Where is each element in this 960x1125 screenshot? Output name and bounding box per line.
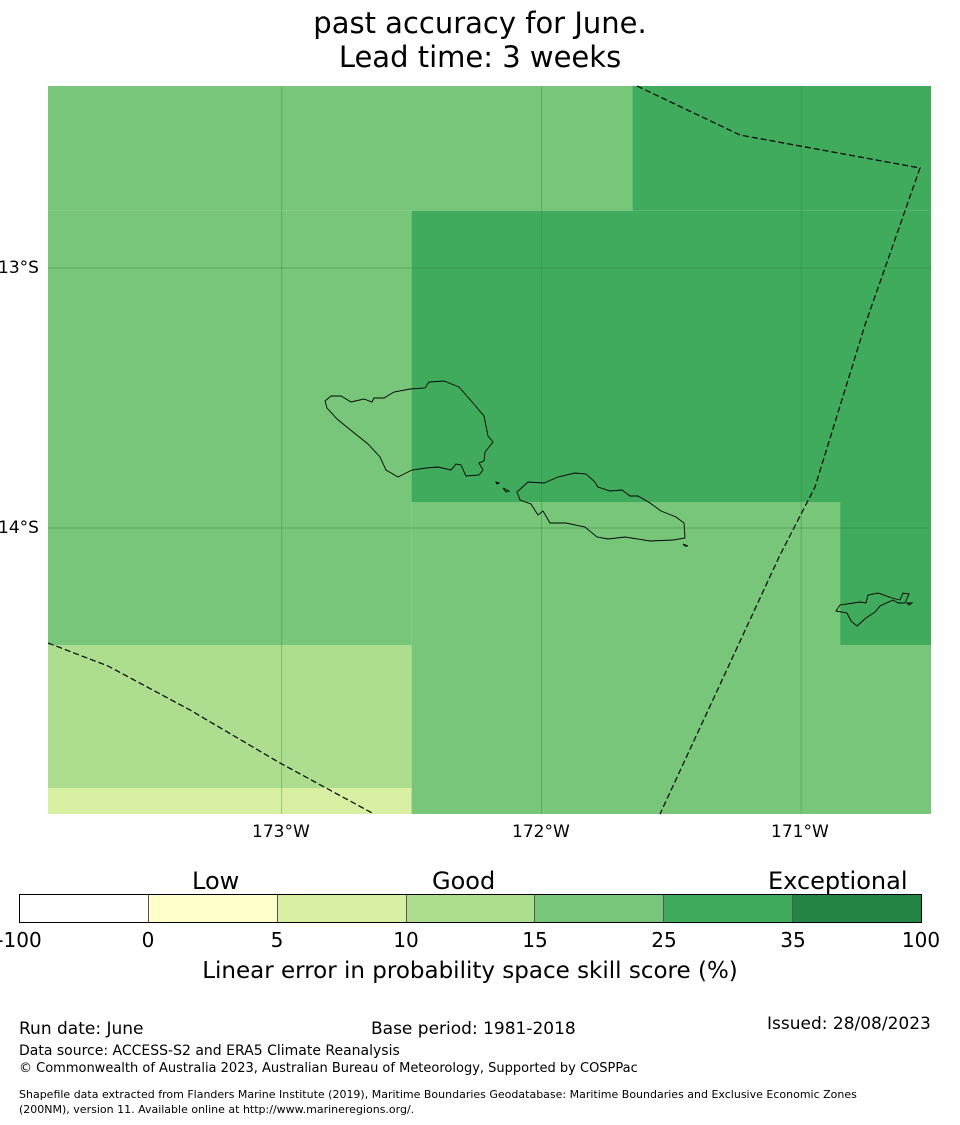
colorbar-segment (793, 895, 922, 922)
skill-grid-cell (48, 210, 412, 503)
colorbar-tick: 100 (901, 928, 941, 952)
skill-grid-cell (411, 645, 931, 814)
legend-word-good: Good (432, 867, 496, 895)
map-title-line-2: Lead time: 3 weeks (338, 40, 622, 74)
eez-boundaries (47, 85, 921, 815)
colorbar-tick: 15 (522, 928, 548, 952)
skill-score-colorbar (19, 894, 922, 923)
skill-grid-cell (48, 86, 633, 211)
skill-grid-cell (411, 210, 931, 503)
base-period: Base period: 1981-2018 (371, 1019, 576, 1039)
shapefile-credit-line-2: (200NM), version 11. Available online at… (19, 1103, 415, 1116)
skill-score-map (47, 85, 931, 815)
island-tutuila (835, 592, 910, 627)
colorbar-segment (535, 895, 665, 922)
colorbar-tick: 25 (651, 928, 677, 952)
colorbar-label: Linear error in probability space skill … (202, 958, 738, 984)
issued-date: Issued: 28/08/2023 (767, 1014, 931, 1034)
skill-grid-cell (411, 502, 841, 645)
data-source: Data source: ACCESS-S2 and ERA5 Climate … (19, 1043, 400, 1059)
islet-upolu-tip (682, 543, 689, 547)
skill-grid-cell (632, 86, 931, 211)
island-savaii (324, 380, 494, 478)
legend-word-exceptional: Exceptional (768, 867, 908, 895)
shapefile-credit-line-1: Shapefile data extracted from Flanders M… (19, 1088, 857, 1101)
colorbar-segment (406, 895, 536, 922)
map-title-line-1: past accuracy for June. (313, 6, 647, 40)
skill-grid-cell (48, 502, 412, 645)
run-date: Run date: June (19, 1019, 144, 1039)
colorbar-tick: 5 (270, 928, 284, 952)
skill-grid-cell (840, 502, 931, 645)
lon-tick-172w: 172°W (512, 822, 570, 842)
lat-tick-14s: 14°S (0, 518, 39, 538)
lon-tick-173w: 173°W (252, 822, 310, 842)
eez-boundary-east (636, 85, 921, 815)
colorbar-tick: 0 (141, 928, 155, 952)
colorbar-tick: 10 (393, 928, 419, 952)
copyright: © Commonwealth of Australia 2023, Austra… (19, 1061, 638, 1076)
islet-east-tutuila (905, 602, 914, 606)
colorbar-tick: 35 (780, 928, 806, 952)
colorbar-segment (664, 895, 794, 922)
graticule (48, 86, 931, 814)
skill-grid-cell (48, 645, 412, 788)
island-upolu (516, 472, 686, 542)
lat-tick-13s: 13°S (0, 258, 39, 278)
colorbar-tick: -100 (0, 928, 42, 952)
skill-grid-cells (48, 86, 931, 814)
colorbar-segment (148, 895, 278, 922)
legend-word-low: Low (192, 867, 240, 895)
lon-tick-171w: 171°W (771, 822, 829, 842)
colorbar-segment (20, 895, 149, 922)
skill-grid-cell (48, 788, 412, 814)
island-apolima (495, 481, 501, 485)
eez-boundary-southwest (47, 642, 375, 815)
island-outlines (324, 380, 914, 627)
island-manono (502, 487, 511, 493)
colorbar-segment (277, 895, 407, 922)
